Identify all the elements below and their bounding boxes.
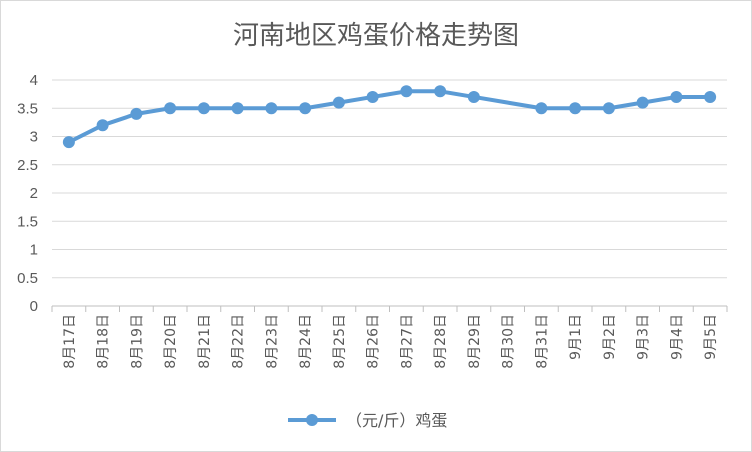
y-tick-label: 3.5 [17, 100, 38, 117]
x-axis-ticks: 8月17日 8月18日 8月19日 8月20日 8月21日 8月22日 8月23日 8月24日… [51, 306, 728, 369]
data-point[interactable] [569, 102, 582, 115]
x-tick-label: 8月23日 [264, 314, 280, 369]
data-point[interactable] [400, 85, 413, 98]
x-tick-label: 8月22日 [231, 314, 247, 369]
data-point[interactable] [467, 90, 480, 103]
x-tick-label: 8月21日 [197, 314, 213, 369]
legend-point-marker [306, 414, 318, 426]
data-point[interactable] [366, 90, 379, 103]
data-point[interactable] [265, 102, 278, 115]
data-point[interactable] [332, 96, 345, 109]
data-point[interactable] [96, 119, 109, 132]
series-line [67, 89, 711, 144]
legend-label: （元/斤）鸡蛋 [346, 411, 447, 430]
data-point[interactable] [62, 136, 75, 149]
x-tick-label: 8月20日 [163, 314, 179, 369]
x-tick-label: 8月31日 [534, 314, 550, 369]
y-tick-label: 2.5 [17, 157, 38, 174]
y-tick-label: 2 [30, 185, 38, 202]
x-tick-label: 8月24日 [298, 314, 314, 369]
data-point[interactable] [670, 90, 683, 103]
x-tick-label: 8月30日 [501, 314, 517, 369]
x-tick-label: 8月17日 [62, 314, 78, 369]
data-point[interactable] [636, 96, 649, 109]
x-tick-label: 9月1日 [568, 314, 584, 360]
y-tick-label: 1 [30, 242, 38, 259]
x-tick-label: 8月27日 [399, 314, 415, 369]
x-tick-label: 8月25日 [332, 314, 348, 369]
x-tick-label: 9月2日 [602, 314, 618, 360]
data-point[interactable] [704, 90, 717, 103]
data-point[interactable] [434, 85, 447, 98]
series-layer [62, 85, 717, 149]
y-tick-label: 3 [30, 129, 38, 146]
x-tick-label: 8月19日 [129, 314, 145, 369]
x-tick-label: 8月28日 [433, 314, 449, 369]
gridlines [52, 79, 727, 307]
data-point[interactable] [299, 102, 312, 115]
x-tick-label: 8月29日 [467, 314, 483, 369]
x-tick-label: 8月26日 [366, 314, 382, 369]
y-tick-label: 1.5 [17, 213, 38, 230]
data-point[interactable] [535, 102, 548, 115]
x-tick-label: 9月4日 [669, 314, 685, 360]
data-point[interactable] [602, 102, 615, 115]
legend[interactable]: （元/斤）鸡蛋 [288, 411, 447, 430]
y-axis-ticks: 0 0.5 1 1.5 2 2.5 3 3.5 4 [17, 72, 38, 315]
x-tick-label: 9月3日 [636, 314, 652, 360]
x-tick-label: 9月5日 [703, 314, 719, 360]
chart-title: 河南地区鸡蛋价格走势图 [233, 21, 519, 51]
data-point[interactable] [231, 102, 244, 115]
data-point[interactable] [130, 107, 143, 120]
y-tick-label: 0 [30, 298, 38, 315]
y-tick-label: 4 [30, 72, 38, 89]
data-point[interactable] [164, 102, 177, 115]
x-tick-label: 8月18日 [96, 314, 112, 369]
data-point[interactable] [197, 102, 210, 115]
y-tick-label: 0.5 [17, 270, 38, 287]
